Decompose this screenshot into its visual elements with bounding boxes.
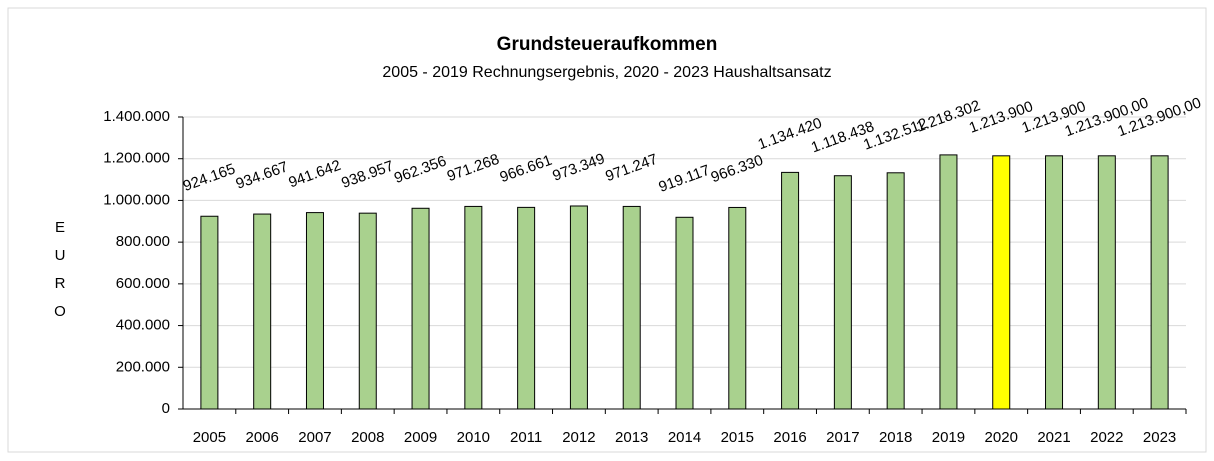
- x-tick-label: 2020: [985, 429, 1018, 446]
- bar: [781, 171, 800, 410]
- bar: [1045, 155, 1064, 410]
- bar: [253, 213, 272, 410]
- y-tick-label: 1.000.000: [103, 191, 170, 208]
- y-tick-label: 400.000: [116, 317, 170, 334]
- chart-subtitle: 2005 - 2019 Rechnungsergebnis, 2020 - 20…: [382, 64, 831, 81]
- x-tick-label: 2013: [615, 429, 648, 446]
- x-tick-label: 2009: [404, 429, 437, 446]
- bar: [622, 205, 641, 410]
- y-tick-label: 800.000: [116, 233, 170, 250]
- x-tick-label: 2008: [351, 429, 384, 446]
- x-tick-label: 2022: [1090, 429, 1123, 446]
- bar: [833, 175, 852, 410]
- bar: [517, 206, 536, 410]
- bar: [939, 154, 958, 410]
- x-tick-label: 2018: [879, 429, 912, 446]
- y-tick-label: 0: [162, 400, 170, 417]
- x-tick-label: 2012: [562, 429, 595, 446]
- x-tick-label: 2006: [245, 429, 278, 446]
- y-tick-label: 200.000: [116, 358, 170, 375]
- x-tick-label: 2021: [1037, 429, 1070, 446]
- bar: [358, 212, 377, 410]
- x-tick-label: 2019: [932, 429, 965, 446]
- x-tick-label: 2007: [298, 429, 331, 446]
- bar: [305, 212, 324, 410]
- x-tick-label: 2010: [457, 429, 490, 446]
- x-tick-label: 2016: [773, 429, 806, 446]
- x-tick-label: 2011: [510, 429, 542, 446]
- x-tick-label: 2023: [1143, 429, 1176, 446]
- bar: [992, 155, 1011, 410]
- x-tick-label: 2005: [193, 429, 226, 446]
- x-tick-label: 2014: [668, 429, 701, 446]
- bar: [1097, 155, 1116, 410]
- y-tick-label: 1.200.000: [103, 150, 170, 167]
- chart-title: Grundsteueraufkommen: [497, 34, 718, 55]
- y-tick-label: 600.000: [116, 275, 170, 292]
- x-tick-label: 2017: [826, 429, 859, 446]
- y-tick-label: 1.400.000: [103, 108, 170, 125]
- bar: [464, 205, 483, 410]
- bar: [200, 215, 219, 410]
- x-tick-label: 2015: [721, 429, 754, 446]
- bar: [886, 172, 905, 410]
- bar: [411, 207, 430, 410]
- bar: [728, 206, 747, 410]
- bar: [569, 205, 588, 410]
- bar: [675, 216, 694, 410]
- bar: [1150, 155, 1169, 410]
